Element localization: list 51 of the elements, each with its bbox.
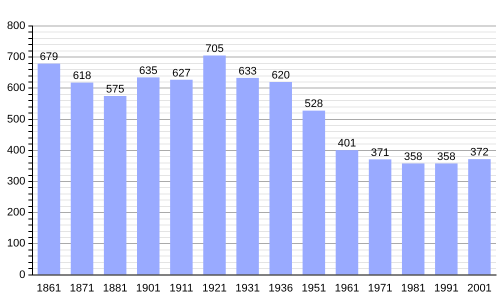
data-label: 575 xyxy=(106,84,124,96)
bar xyxy=(269,82,292,274)
x-tick-label: 1981 xyxy=(400,282,426,294)
bar xyxy=(38,64,60,274)
bar xyxy=(70,82,94,274)
bar xyxy=(203,56,226,274)
x-tick-label: 1871 xyxy=(70,282,94,294)
x-tick-label: 1911 xyxy=(170,282,194,294)
x-tick-label: 1861 xyxy=(36,282,62,294)
y-tick-label: 200 xyxy=(6,206,26,219)
data-label: 620 xyxy=(272,70,290,82)
x-tick-label: 1961 xyxy=(334,282,360,294)
bar xyxy=(236,78,259,274)
data-label: 679 xyxy=(40,51,58,64)
y-tick-label: 700 xyxy=(6,51,26,64)
data-label: 358 xyxy=(437,150,456,163)
x-tick-label: 1951 xyxy=(302,282,326,294)
data-label: 358 xyxy=(404,150,422,163)
bar xyxy=(104,96,126,274)
data-label: 705 xyxy=(205,43,224,56)
bar xyxy=(435,163,458,274)
bar xyxy=(468,159,491,274)
y-tick-label: 100 xyxy=(6,238,26,250)
data-label: 635 xyxy=(139,64,158,77)
y-tick-label: 300 xyxy=(6,176,26,188)
bar xyxy=(137,77,160,274)
bar xyxy=(368,159,392,274)
x-tick-label: 2001 xyxy=(467,282,492,294)
bar xyxy=(302,110,326,274)
data-label: 371 xyxy=(370,146,390,159)
x-tick-label: 1901 xyxy=(136,282,161,294)
x-tick-label: 1971 xyxy=(368,282,392,294)
bar xyxy=(402,163,424,274)
x-tick-label: 1931 xyxy=(235,282,260,294)
x-tick-label: 1881 xyxy=(102,282,128,294)
data-label: 528 xyxy=(304,98,324,110)
x-tick-label: 1936 xyxy=(268,282,293,294)
y-tick-label: 0 xyxy=(19,268,26,281)
y-tick-label: 600 xyxy=(6,82,26,94)
bar xyxy=(336,150,358,274)
data-label: 401 xyxy=(338,138,356,150)
y-tick-label: 500 xyxy=(6,113,26,126)
data-label: 633 xyxy=(238,65,257,78)
y-tick-label: 800 xyxy=(6,20,26,32)
x-tick-label: 1991 xyxy=(434,282,459,294)
x-tick-label: 1921 xyxy=(202,282,227,294)
bar xyxy=(170,80,193,274)
data-label: 372 xyxy=(470,146,489,159)
data-label: 618 xyxy=(72,70,92,82)
y-tick-label: 400 xyxy=(6,144,26,156)
data-label: 627 xyxy=(172,67,191,80)
